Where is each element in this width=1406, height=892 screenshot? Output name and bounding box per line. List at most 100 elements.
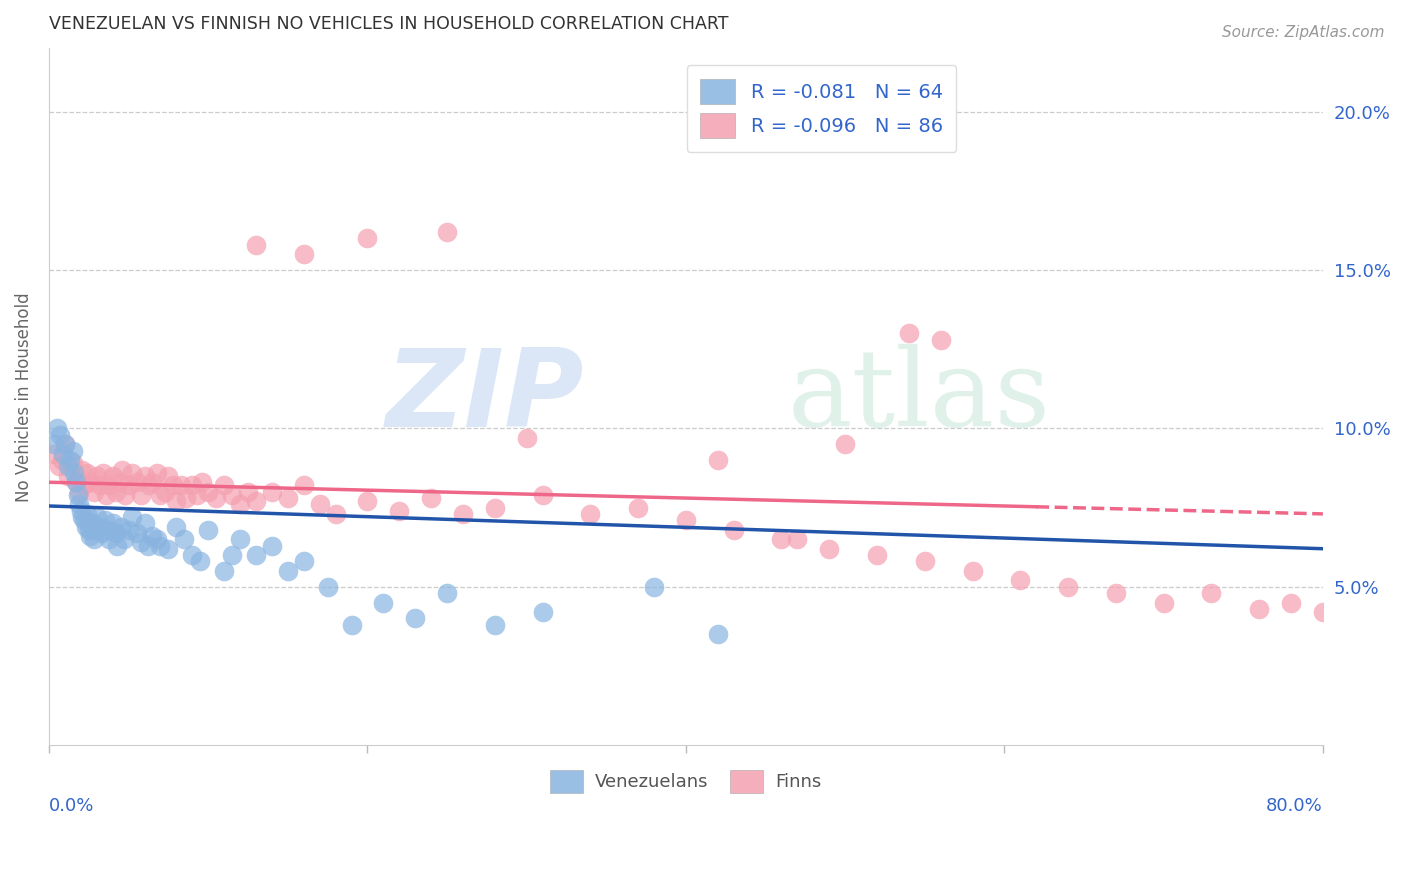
Point: [186, 488, 208, 502]
Y-axis label: No Vehicles in Household: No Vehicles in Household: [15, 292, 32, 501]
Point: [157, 469, 180, 483]
Point: [316, 580, 339, 594]
Point: [1279, 596, 1302, 610]
Point: [181, 548, 204, 562]
Point: [221, 488, 243, 502]
Point: [531, 488, 554, 502]
Point: [134, 516, 156, 531]
Point: [325, 507, 347, 521]
Point: [42, 437, 65, 451]
Point: [90, 525, 112, 540]
Point: [484, 617, 506, 632]
Point: [197, 523, 219, 537]
Point: [107, 539, 129, 553]
Point: [420, 491, 443, 505]
Point: [516, 431, 538, 445]
Point: [79, 475, 101, 490]
Point: [141, 529, 163, 543]
Point: [388, 504, 411, 518]
Point: [125, 525, 148, 540]
Text: Source: ZipAtlas.com: Source: ZipAtlas.com: [1222, 25, 1385, 40]
Point: [191, 475, 214, 490]
Point: [1057, 580, 1080, 594]
Point: [72, 462, 94, 476]
Point: [866, 548, 889, 562]
Point: [53, 437, 76, 451]
Point: [174, 491, 197, 505]
Point: [1153, 596, 1175, 610]
Point: [72, 510, 94, 524]
Point: [373, 596, 395, 610]
Point: [69, 504, 91, 518]
Point: [436, 225, 458, 239]
Point: [451, 507, 474, 521]
Point: [277, 564, 299, 578]
Point: [675, 513, 697, 527]
Point: [84, 523, 107, 537]
Point: [89, 478, 111, 492]
Point: [67, 497, 90, 511]
Point: [165, 494, 187, 508]
Point: [42, 447, 65, 461]
Point: [114, 488, 136, 502]
Point: [897, 326, 920, 341]
Text: ZIP: ZIP: [385, 343, 583, 450]
Point: [818, 541, 841, 556]
Point: [579, 507, 602, 521]
Point: [914, 554, 936, 568]
Point: [83, 484, 105, 499]
Point: [97, 523, 120, 537]
Point: [117, 478, 139, 492]
Point: [155, 484, 177, 499]
Point: [404, 611, 426, 625]
Point: [786, 533, 808, 547]
Point: [188, 554, 211, 568]
Point: [56, 459, 79, 474]
Point: [73, 513, 96, 527]
Point: [770, 533, 793, 547]
Point: [96, 488, 118, 502]
Point: [643, 580, 665, 594]
Point: [104, 484, 127, 499]
Point: [162, 478, 184, 492]
Point: [62, 443, 84, 458]
Point: [170, 478, 193, 492]
Point: [181, 478, 204, 492]
Point: [245, 494, 267, 508]
Point: [53, 437, 76, 451]
Point: [77, 523, 100, 537]
Point: [707, 453, 730, 467]
Point: [83, 533, 105, 547]
Point: [245, 237, 267, 252]
Point: [98, 533, 121, 547]
Point: [138, 478, 160, 492]
Point: [101, 516, 124, 531]
Point: [229, 533, 252, 547]
Text: VENEZUELAN VS FINNISH NO VEHICLES IN HOUSEHOLD CORRELATION CHART: VENEZUELAN VS FINNISH NO VEHICLES IN HOU…: [49, 15, 728, 33]
Point: [56, 469, 79, 483]
Point: [146, 466, 169, 480]
Point: [141, 475, 163, 490]
Point: [1105, 586, 1128, 600]
Point: [1010, 574, 1032, 588]
Point: [929, 333, 952, 347]
Point: [723, 523, 745, 537]
Text: 0.0%: 0.0%: [49, 797, 94, 815]
Point: [98, 478, 121, 492]
Point: [131, 535, 153, 549]
Point: [111, 462, 134, 476]
Point: [93, 513, 115, 527]
Point: [76, 507, 98, 521]
Point: [86, 469, 108, 483]
Point: [51, 453, 73, 467]
Point: [197, 484, 219, 499]
Point: [340, 617, 363, 632]
Legend: Venezuelans, Finns: Venezuelans, Finns: [541, 761, 831, 802]
Point: [48, 459, 70, 474]
Point: [221, 548, 243, 562]
Point: [229, 497, 252, 511]
Point: [212, 564, 235, 578]
Point: [73, 478, 96, 492]
Point: [165, 519, 187, 533]
Point: [125, 475, 148, 490]
